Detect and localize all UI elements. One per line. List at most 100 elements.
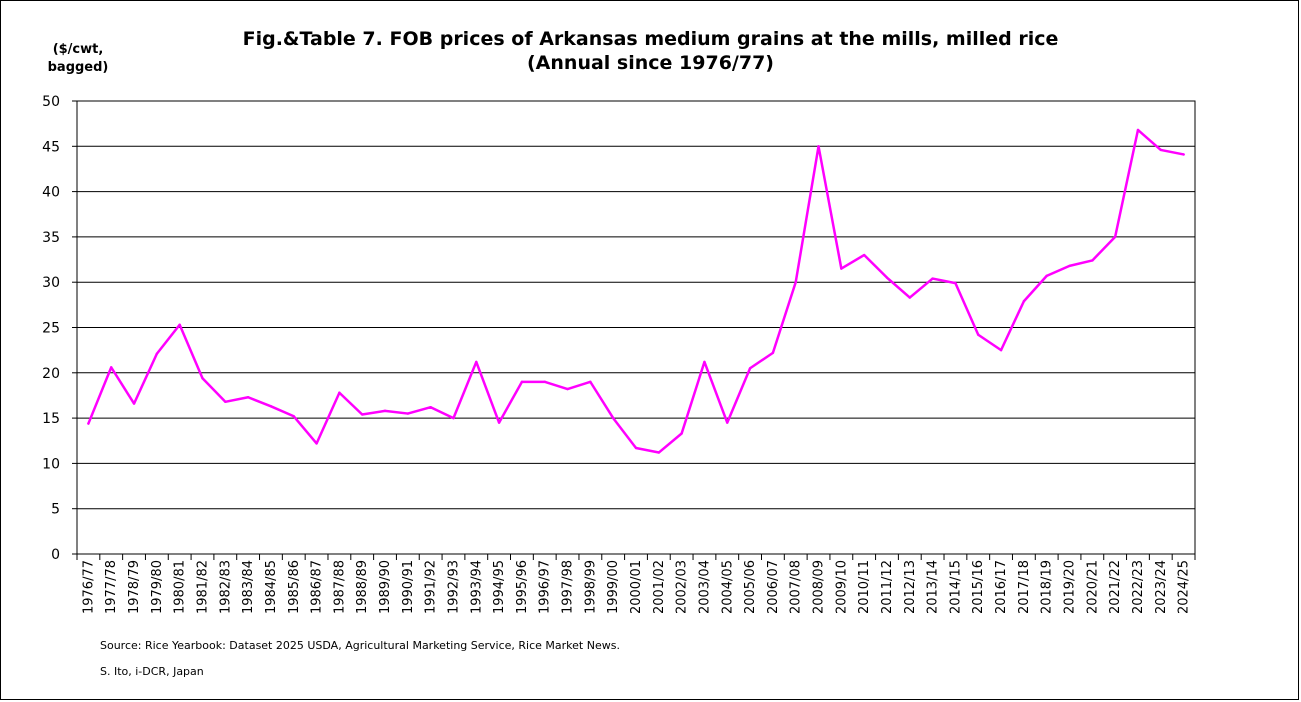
x-tick-label: 1988/89 [355, 560, 370, 614]
x-tick-label: 1982/83 [218, 560, 233, 614]
source-note: Source: Rice Yearbook: Dataset 2025 USDA… [100, 639, 620, 652]
x-tick-label: 1996/97 [538, 560, 553, 614]
credit-note: S. Ito, i-DCR, Japan [100, 665, 204, 678]
data-point [680, 432, 683, 435]
x-tick-label: 2022/23 [1131, 560, 1146, 614]
y-axis-label-line1: ($/cwt, [52, 42, 104, 57]
data-point [634, 446, 638, 450]
x-tick-label: 2005/06 [743, 560, 758, 614]
data-point [110, 366, 113, 369]
y-tick-label: 0 [51, 547, 60, 563]
data-point [315, 442, 318, 445]
plot-border [76, 100, 1196, 555]
data-point [520, 380, 524, 384]
data-point [361, 413, 364, 416]
y-axis-label-line2: bagged) [47, 60, 109, 75]
chart-title: Fig.&Table 7. FOB prices of Arkansas med… [242, 28, 1059, 50]
x-tick-label: 2008/09 [812, 560, 827, 614]
x-tick-label: 2015/16 [971, 560, 986, 614]
x-tick-label: 2023/24 [1154, 560, 1169, 614]
y-tick-label: 5 [51, 502, 60, 518]
data-point [657, 451, 661, 454]
data-point [383, 409, 387, 413]
data-point [406, 412, 410, 415]
data-point [977, 333, 980, 336]
x-tick-label: 2011/12 [880, 560, 895, 614]
x-tick-label: 1998/99 [583, 560, 598, 614]
x-tick-label: 1994/95 [492, 560, 507, 614]
data-point [566, 387, 569, 391]
data-point [931, 277, 934, 280]
x-tick-label: 1985/86 [287, 560, 302, 614]
y-axis-label: ($/cwt, bagged) [38, 41, 118, 77]
x-tick-label: 1980/81 [173, 560, 188, 614]
y-tick-label: 50 [42, 94, 60, 110]
data-point [862, 253, 866, 257]
y-tick-label: 30 [42, 275, 60, 291]
data-point [452, 416, 455, 420]
x-tick-label: 2019/20 [1063, 560, 1078, 614]
data-point [1136, 128, 1140, 132]
data-point [703, 360, 706, 364]
data-point [908, 296, 911, 299]
x-tick-label: 1978/79 [127, 560, 142, 614]
x-tick-label: 1987/88 [332, 560, 347, 614]
x-tick-label: 2010/11 [857, 560, 872, 614]
data-point [201, 377, 204, 380]
data-point [1113, 235, 1117, 239]
data-point [155, 352, 159, 355]
x-tick-label: 2003/04 [697, 560, 712, 614]
data-point [178, 323, 181, 326]
x-tick-label: 2014/15 [948, 560, 963, 614]
data-point [1068, 264, 1071, 268]
y-tick-label: 45 [42, 139, 60, 155]
x-tick-label: 1976/77 [81, 560, 96, 614]
y-tick-label: 40 [42, 185, 60, 201]
x-tick-label: 2013/14 [926, 560, 941, 614]
x-tick-label: 1983/84 [241, 560, 256, 614]
data-point [794, 281, 797, 284]
x-tick-label: 1984/85 [264, 560, 279, 614]
data-point [611, 416, 615, 420]
x-tick-label: 1981/82 [195, 560, 210, 614]
data-point [1022, 300, 1026, 303]
data-point [132, 402, 136, 405]
x-tick-label: 1997/98 [561, 560, 576, 614]
x-tick-label: 2007/08 [789, 560, 804, 614]
data-point [817, 145, 820, 148]
y-tick-label: 20 [42, 366, 60, 382]
x-tick-label: 2002/03 [675, 560, 690, 614]
x-tick-label: 1986/87 [310, 560, 325, 614]
data-point [954, 281, 957, 285]
x-tick-label: 1977/78 [104, 560, 119, 614]
data-point [1091, 259, 1094, 262]
chart-subtitle: (Annual since 1976/77) [527, 52, 774, 74]
x-tick-label: 2020/21 [1085, 560, 1100, 614]
data-point [1159, 148, 1162, 152]
data-point [771, 351, 775, 355]
y-tick-label: 10 [42, 456, 60, 472]
x-tick-label: 2016/17 [994, 560, 1009, 614]
y-tick-label: 25 [42, 321, 60, 337]
x-tick-label: 1995/96 [515, 560, 530, 614]
x-tick-label: 1979/80 [150, 560, 165, 614]
x-tick-label: 1999/00 [606, 560, 621, 614]
x-tick-label: 1990/91 [401, 560, 416, 614]
data-point [292, 415, 295, 418]
x-tick-label: 1991/92 [424, 560, 439, 614]
x-tick-label: 2004/05 [720, 560, 735, 614]
x-tick-label: 1992/93 [446, 560, 461, 614]
data-point [475, 360, 478, 364]
data-point [726, 421, 729, 424]
data-point [1182, 153, 1185, 156]
x-tick-label: 2018/19 [1040, 560, 1055, 614]
data-point [840, 267, 843, 270]
data-point [885, 276, 889, 279]
data-point [589, 380, 592, 384]
data-point [246, 396, 250, 399]
x-tick-label: 2000/01 [629, 560, 644, 614]
x-tick-label: 2017/18 [1017, 560, 1032, 614]
data-point [87, 422, 90, 425]
x-tick-label: 2012/13 [903, 560, 918, 614]
